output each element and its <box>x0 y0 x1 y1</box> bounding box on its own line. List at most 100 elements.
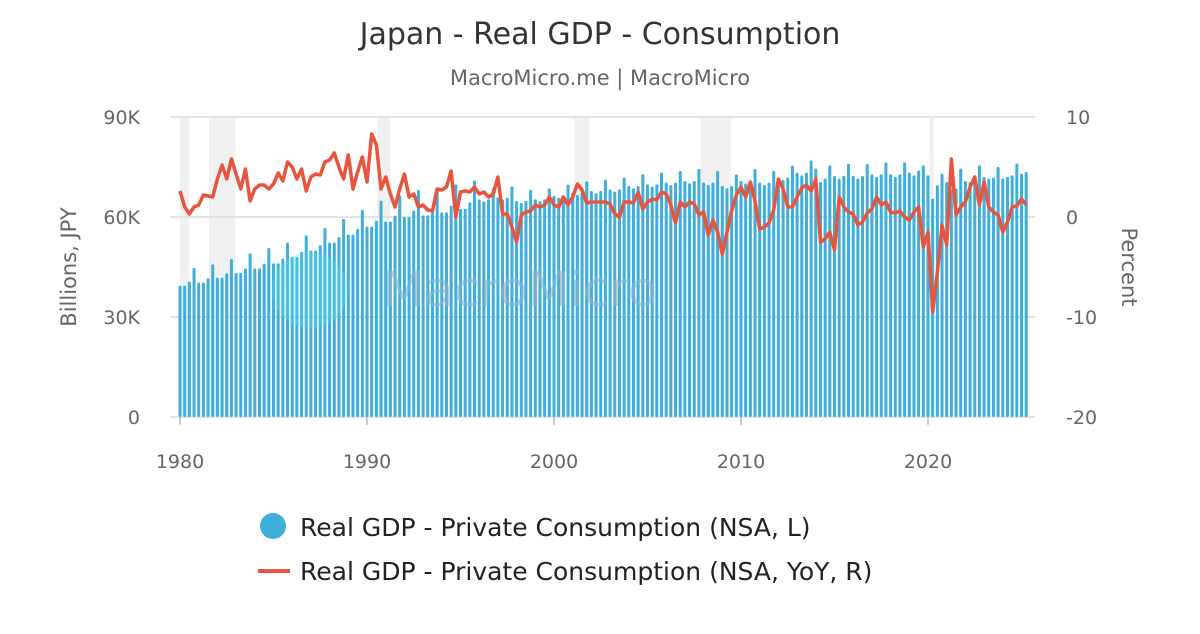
bar <box>866 164 869 417</box>
bar <box>221 278 224 417</box>
bar <box>997 167 1000 417</box>
chart-subtitle: MacroMicro.me | MacroMicro <box>450 66 750 91</box>
bar <box>179 286 182 417</box>
watermark: MacroMicro <box>383 262 657 318</box>
bar <box>786 178 789 417</box>
y-left-tick-label: 0 <box>128 407 140 429</box>
bar <box>225 273 228 417</box>
y-right-tick-label: -20 <box>1066 407 1097 429</box>
legend: Real GDP - Private Consumption (NSA, L) … <box>258 513 872 586</box>
bar <box>782 180 785 417</box>
bar <box>239 273 242 417</box>
bar <box>740 181 743 417</box>
bar <box>828 165 831 417</box>
bar <box>749 181 752 417</box>
legend-bar-marker-icon <box>260 513 286 539</box>
bar <box>660 173 663 417</box>
bar <box>941 174 944 417</box>
bar <box>856 179 859 417</box>
y-right-tick-label: -10 <box>1066 307 1097 329</box>
bar <box>665 183 668 417</box>
bar <box>342 219 345 417</box>
bar <box>721 186 724 417</box>
bar <box>744 183 747 417</box>
bar <box>800 175 803 417</box>
y-axis-right-label: Percent <box>1117 227 1141 306</box>
bar <box>384 222 387 417</box>
y-right-tick-label: 0 <box>1066 207 1078 229</box>
bar <box>1025 172 1028 417</box>
bar <box>669 185 672 417</box>
bar <box>235 273 238 417</box>
bar <box>361 210 364 417</box>
bar <box>697 169 700 417</box>
bar <box>805 173 808 417</box>
legend-line-label: Real GDP - Private Consumption (NSA, YoY… <box>300 557 872 586</box>
bar <box>927 175 930 417</box>
legend-item-line[interactable]: Real GDP - Private Consumption (NSA, YoY… <box>258 557 872 586</box>
bar <box>707 185 710 417</box>
bar <box>337 237 340 417</box>
bar <box>955 189 958 417</box>
y-left-tick-label: 60K <box>103 207 140 229</box>
x-tick-label: 1980 <box>156 451 204 473</box>
bar <box>880 174 883 417</box>
bar <box>258 268 261 417</box>
bar <box>983 177 986 417</box>
bar <box>824 179 827 417</box>
legend-bar-label: Real GDP - Private Consumption (NSA, L) <box>300 513 811 542</box>
y-left-tick-label: 90K <box>103 107 140 129</box>
legend-item-bars[interactable]: Real GDP - Private Consumption (NSA, L) <box>260 513 811 542</box>
bar <box>389 222 392 417</box>
y-right-tick-label: 10 <box>1066 107 1090 129</box>
bar <box>922 165 925 417</box>
bar <box>683 181 686 417</box>
bar <box>777 178 780 417</box>
bar <box>230 259 233 417</box>
bar <box>969 182 972 417</box>
bar <box>370 227 373 417</box>
bar <box>875 177 878 417</box>
bar <box>366 227 369 417</box>
bar <box>197 283 200 417</box>
bar <box>202 283 205 417</box>
bar <box>735 174 738 417</box>
x-tick-label: 2020 <box>904 451 952 473</box>
bar <box>833 176 836 417</box>
bar <box>211 264 214 417</box>
bar <box>1001 179 1004 417</box>
bar <box>207 278 210 417</box>
bar <box>244 268 247 417</box>
bar <box>347 235 350 417</box>
watermark-logo <box>272 252 348 328</box>
bar <box>249 253 252 417</box>
bar <box>847 164 850 417</box>
bar <box>1020 174 1023 417</box>
bar <box>908 173 911 417</box>
x-tick-label: 1990 <box>343 451 391 473</box>
bar <box>693 181 696 417</box>
bar <box>216 278 219 417</box>
bar <box>796 173 799 417</box>
bar <box>263 264 266 417</box>
bar <box>716 171 719 417</box>
bar <box>375 221 378 417</box>
bar <box>861 176 864 417</box>
bar <box>688 183 691 417</box>
x-tick-label: 2000 <box>530 451 578 473</box>
y-axis-left-label: Billions, JPY <box>57 207 81 327</box>
bar <box>987 179 990 417</box>
bar <box>183 286 186 417</box>
bar <box>950 190 953 417</box>
bar <box>193 268 196 417</box>
bar <box>763 185 766 417</box>
bar <box>903 162 906 417</box>
bar <box>973 179 976 417</box>
x-tick-label: 2010 <box>717 451 765 473</box>
bar <box>964 181 967 417</box>
bar <box>267 248 270 417</box>
bar <box>842 176 845 417</box>
bar <box>356 229 359 417</box>
bar <box>253 268 256 417</box>
